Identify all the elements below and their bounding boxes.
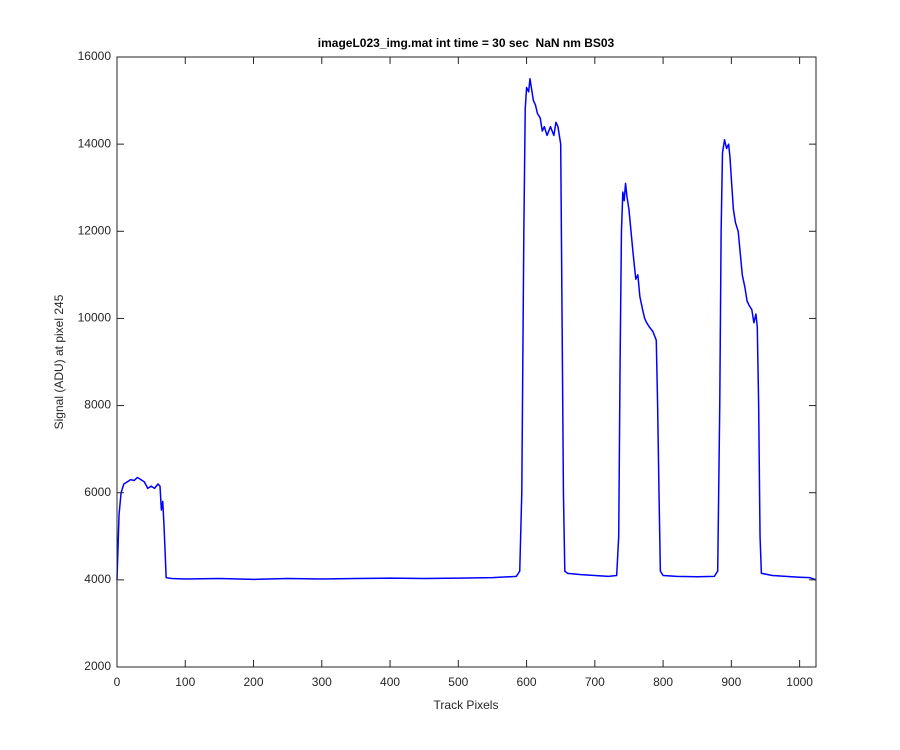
axes-box xyxy=(116,56,817,668)
data-line xyxy=(116,78,817,581)
x-tick-label: 900 xyxy=(721,675,741,689)
y-tick-label: 2000 xyxy=(84,659,111,673)
x-tick-label: 600 xyxy=(517,675,537,689)
x-tick-label: 300 xyxy=(312,675,332,689)
x-tick-label: 200 xyxy=(244,675,264,689)
y-tick-label: 10000 xyxy=(78,311,112,325)
x-tick-label: 700 xyxy=(585,675,605,689)
y-tick-label: 16000 xyxy=(78,49,112,63)
y-tick-label: 14000 xyxy=(78,136,112,150)
y-axis-label: Signal (ADU) at pixel 245 xyxy=(52,294,66,429)
x-tick-label: 500 xyxy=(448,675,468,689)
y-tick-label: 8000 xyxy=(84,398,111,412)
x-axis-label: Track Pixels xyxy=(434,698,499,712)
x-tick-label: 400 xyxy=(380,675,400,689)
chart-title: imageL023_img.mat int time = 30 sec NaN … xyxy=(318,36,615,50)
y-tick-label: 6000 xyxy=(84,485,111,499)
x-tick-label: 100 xyxy=(175,675,195,689)
y-tick-label: 12000 xyxy=(78,223,112,237)
x-tick-label: 800 xyxy=(653,675,673,689)
x-tick-label: 0 xyxy=(114,675,121,689)
y-tick-label: 4000 xyxy=(84,572,111,586)
x-tick-label: 1000 xyxy=(786,675,813,689)
